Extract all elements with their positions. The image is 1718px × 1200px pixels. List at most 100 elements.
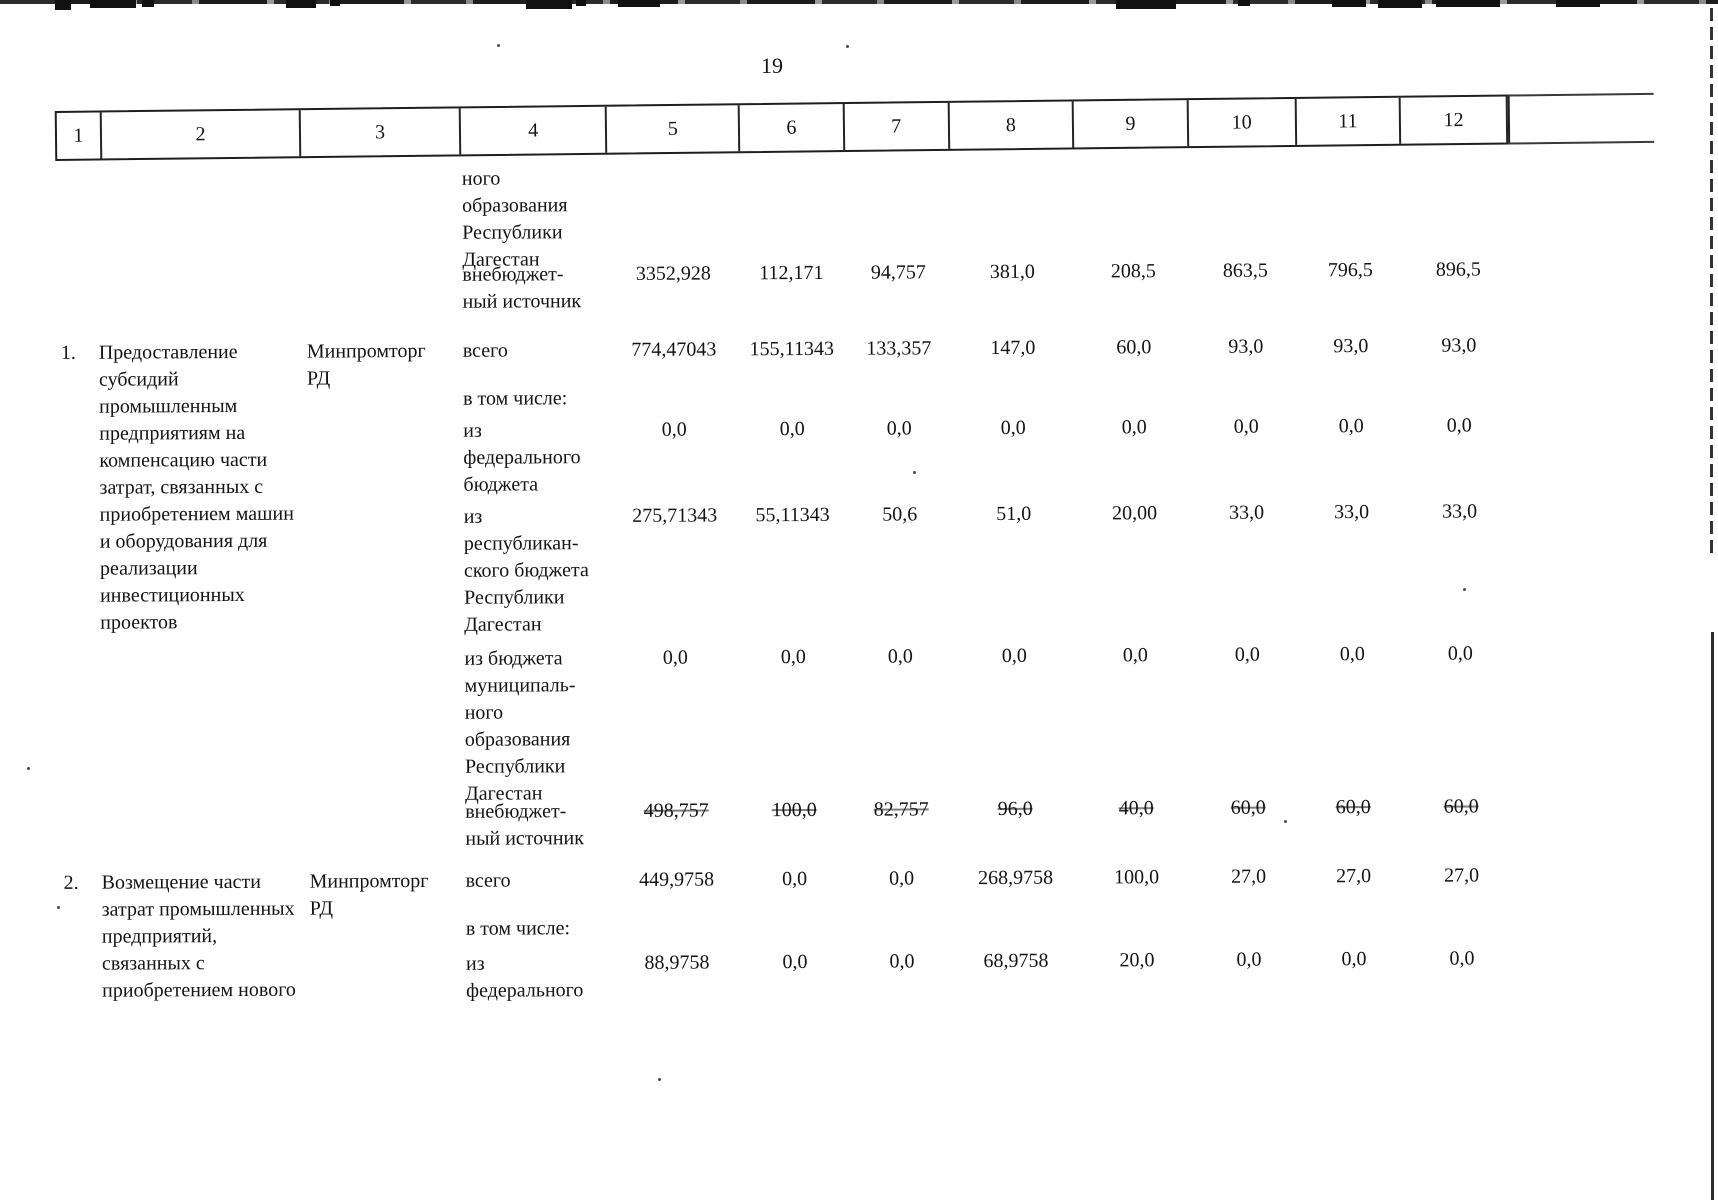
value-cell: 33,0	[1442, 500, 1478, 523]
scan-artifact	[1116, 0, 1176, 9]
value-cell: 0,0	[1449, 947, 1475, 970]
value-cell: 0,0	[1234, 643, 1260, 666]
scan-artifact	[618, 0, 660, 7]
funding-source: всего	[462, 339, 508, 362]
scan-artifact	[1556, 0, 1600, 7]
value-cell: 498,757	[643, 799, 709, 822]
table-row: из бюджета муниципаль- ного образования …	[2, 639, 1718, 805]
value-cell: 381,0	[989, 260, 1035, 284]
value-cell: 0,0	[889, 867, 915, 890]
value-cell: 0,0	[1000, 416, 1026, 439]
value-cell: 27,0	[1336, 865, 1372, 888]
funding-source: в том числе:	[465, 917, 571, 940]
value-cell: 100,0	[1114, 866, 1160, 889]
measure-name: Предоставление субсидий промышленным пре…	[98, 340, 294, 634]
value-cell: 0,0	[780, 645, 806, 669]
scan-artifact-right-edge	[1711, 632, 1714, 1200]
value-cell: 155,11343	[749, 337, 834, 361]
funding-source: в том числе:	[462, 387, 568, 410]
value-cell: 60,0	[1230, 796, 1266, 819]
value-cell: 0,0	[782, 950, 808, 974]
value-cell: 51,0	[996, 502, 1032, 525]
funding-source: из федерального	[465, 952, 584, 1002]
value-cell: 68,9758	[983, 949, 1049, 973]
measure-name: Возмещение части затрат промышленных пре…	[101, 870, 296, 1002]
value-cell: 0,0	[661, 418, 687, 441]
row-number: 1.	[60, 341, 76, 364]
page-number: 19	[761, 53, 783, 78]
executor: Минпромторг РД	[306, 339, 426, 390]
table-row: ного образования Республики Дагестан	[0, 159, 1718, 271]
row-number: 2.	[63, 871, 79, 894]
value-cell: 0,0	[889, 950, 915, 973]
scan-artifact	[142, 0, 154, 7]
value-cell: 93,0	[1228, 335, 1264, 358]
value-cell: 33,0	[1229, 501, 1265, 524]
value-cell: 112,171	[759, 261, 824, 285]
value-cell: 0,0	[1001, 644, 1027, 667]
value-cell: 0,0	[1341, 948, 1367, 971]
funding-source: всего	[465, 869, 511, 892]
funding-source: из республикан- ского бюджета Республики…	[463, 505, 589, 636]
value-cell: 27,0	[1443, 864, 1480, 887]
scan-artifact-top-strip	[0, 0, 1718, 4]
value-cell: 20,0	[1119, 949, 1155, 972]
value-cell: 93,0	[1333, 335, 1369, 358]
value-cell: 60,0	[1335, 796, 1371, 819]
value-cell: 27,0	[1231, 865, 1267, 888]
scan-artifact	[1436, 0, 1500, 7]
value-cell: 3352,928	[635, 262, 711, 285]
value-cell: 0,0	[662, 646, 688, 669]
value-cell: 94,757	[870, 261, 926, 284]
scan-speck	[57, 906, 60, 909]
value-cell: 796,5	[1327, 259, 1373, 282]
scan-artifact	[55, 0, 71, 10]
value-cell: 96,0	[997, 797, 1033, 820]
value-cell: 896,5	[1435, 258, 1481, 281]
value-cell: 60,0	[1443, 795, 1479, 818]
value-cell: 40,0	[1118, 797, 1154, 820]
value-cell: 275,71343	[632, 504, 718, 527]
scan-artifact-right-edge	[1710, 8, 1713, 556]
scan-artifact	[90, 0, 136, 8]
scan-speck	[27, 767, 30, 770]
value-cell: 33,0	[1334, 501, 1370, 524]
value-cell: 60,0	[1116, 336, 1152, 359]
value-cell: 0,0	[1233, 415, 1259, 438]
scan-speck	[658, 1078, 661, 1081]
value-cell: 93,0	[1441, 334, 1477, 357]
value-cell: 0,0	[1122, 644, 1148, 667]
value-cell: 82,757	[873, 798, 929, 821]
funding-source: из федерального бюджета	[463, 419, 581, 496]
value-cell: 268,9758	[978, 866, 1054, 890]
value-cell: 133,357	[866, 337, 932, 360]
scan-artifact	[330, 0, 340, 6]
table-row: внебюджет- ный источник 498,757 100,0 82…	[3, 792, 1718, 849]
scan-artifact	[1238, 0, 1250, 6]
scan-artifact	[286, 0, 316, 8]
scan-artifact	[526, 0, 572, 9]
value-cell: 0,0	[779, 417, 805, 441]
funding-source: из бюджета муниципаль- ного образования …	[464, 647, 576, 805]
value-cell: 0,0	[1447, 642, 1473, 665]
value-cell: 0,0	[1446, 414, 1472, 437]
funding-source: внебюджет- ный источник	[465, 800, 584, 850]
scan-speck	[913, 471, 916, 474]
value-cell: 20,00	[1112, 502, 1158, 525]
scan-artifact	[1332, 0, 1366, 7]
scan-speck	[1284, 820, 1287, 823]
value-cell: 863,5	[1222, 259, 1268, 282]
scan-artifact	[1378, 0, 1422, 8]
table-row: 1. Предоставление субсидий промышленным …	[1, 331, 1718, 633]
value-cell: 0,0	[886, 417, 912, 440]
value-cell: 0,0	[1339, 643, 1365, 666]
table-row: внебюджет- ный источник 3352,928 112,171…	[0, 255, 1718, 312]
funding-source: внебюджет- ный источник	[462, 263, 582, 313]
value-cell: 449,9758	[639, 868, 715, 891]
scan-speck	[1463, 588, 1466, 591]
scan-speck	[846, 45, 849, 48]
value-cell: 0,0	[1121, 416, 1147, 439]
value-cell: 0,0	[887, 645, 913, 668]
